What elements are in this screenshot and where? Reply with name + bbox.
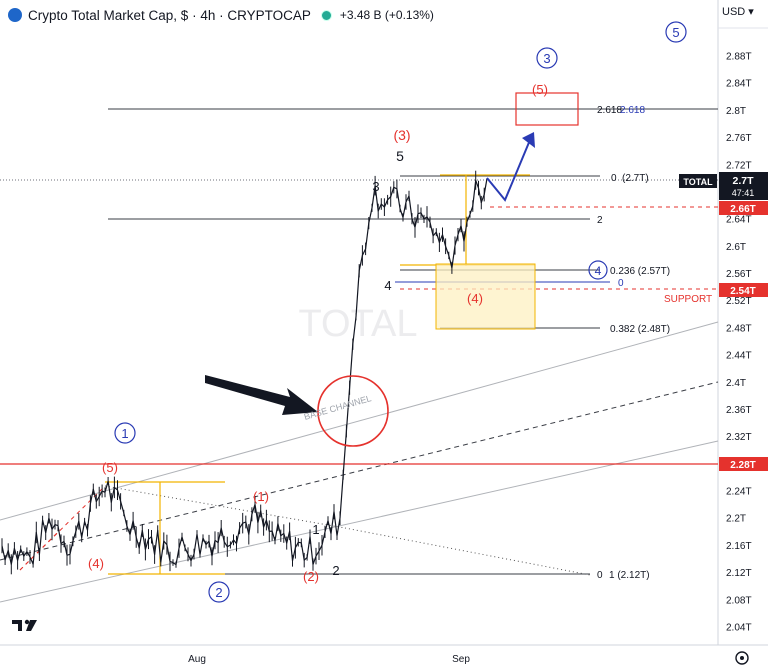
svg-text:3: 3 bbox=[543, 51, 550, 66]
market-status-icon bbox=[320, 9, 332, 21]
circled-wave-2: 2 bbox=[208, 581, 230, 603]
circled-wave-3: 3 bbox=[536, 47, 558, 69]
price-tick-label: 2.8T bbox=[726, 106, 746, 117]
fib-0-label: 0 bbox=[618, 278, 624, 289]
subwave-3: 3 bbox=[372, 179, 379, 194]
red-wave-2: (2) bbox=[303, 569, 319, 584]
svg-text:1: 1 bbox=[121, 426, 128, 441]
chart-header: Crypto Total Market Cap, $ · 4h · CRYPTO… bbox=[0, 0, 718, 30]
base-channel-lower bbox=[0, 440, 719, 603]
fib-2-label: 2 bbox=[597, 215, 603, 226]
svg-text:2.7T: 2.7T bbox=[732, 175, 754, 187]
fib-2618-label-blue: 2.618 bbox=[620, 105, 645, 116]
base-channel-label: BASE CHANNEL bbox=[303, 393, 373, 422]
fib-0236-label: 0.236 (2.57T) bbox=[610, 266, 670, 277]
price-series-line bbox=[1, 178, 488, 566]
price-axis[interactable]: 2.88T2.84T2.8T2.76T2.72T2.68T2.64T2.6T2.… bbox=[726, 52, 752, 634]
projection-path bbox=[486, 139, 531, 202]
svg-text:47:41: 47:41 bbox=[732, 188, 755, 198]
price-tick-label: 2.6T bbox=[726, 242, 746, 253]
price-tick-label: 2.08T bbox=[726, 595, 752, 606]
price-tick-label: 2.48T bbox=[726, 323, 752, 334]
settings-gear-icon-center bbox=[740, 656, 744, 660]
price-candles bbox=[1, 170, 485, 575]
fib-0382-label: 0.382 (2.48T) bbox=[610, 324, 670, 335]
total-price-tag: TOTAL 2.7T 47:41 bbox=[679, 172, 768, 200]
red-wave-1: (1) bbox=[253, 489, 269, 504]
red-wave-4-left: (4) bbox=[88, 556, 104, 571]
watermark: TOTAL bbox=[299, 303, 418, 345]
level-228-tag: 2.28T bbox=[719, 457, 768, 471]
fib-1-label: 0 bbox=[597, 570, 603, 581]
base-channel-mid bbox=[0, 381, 719, 561]
red-wave-line-b bbox=[19, 529, 61, 571]
svg-text:2.54T: 2.54T bbox=[730, 286, 756, 297]
subwave-2: 2 bbox=[332, 563, 339, 578]
price-tick-label: 2.84T bbox=[726, 79, 752, 90]
price-tick-label: 2.64T bbox=[726, 215, 752, 226]
svg-text:TOTAL: TOTAL bbox=[683, 177, 713, 187]
symbol-title[interactable]: Crypto Total Market Cap, $ · 4h · CRYPTO… bbox=[28, 7, 311, 23]
price-tick-label: 2.76T bbox=[726, 133, 752, 144]
svg-text:4: 4 bbox=[595, 264, 602, 278]
price-tick-label: 2.32T bbox=[726, 432, 752, 443]
fib-01-value: (2.7T) bbox=[622, 173, 649, 184]
currency-label: USD bbox=[722, 6, 746, 18]
price-tick-label: 2.2T bbox=[726, 514, 746, 525]
triangle-line-upper bbox=[104, 485, 346, 529]
tradingview-logo-icon[interactable] bbox=[12, 619, 37, 631]
price-change: +3.48 B (+0.13%) bbox=[339, 8, 434, 22]
chevron-down-icon: ▾ bbox=[748, 6, 754, 18]
subwave-1: 1 bbox=[312, 522, 319, 537]
base-channel-upper bbox=[0, 321, 719, 521]
wave4-target-zone[interactable] bbox=[435, 263, 536, 330]
time-tick-aug: Aug bbox=[188, 654, 206, 665]
currency-selector[interactable]: USD ▾ bbox=[722, 5, 754, 18]
svg-text:5: 5 bbox=[672, 25, 679, 40]
red-wave-5-left: (5) bbox=[102, 460, 118, 475]
svg-text:2.28T: 2.28T bbox=[730, 460, 756, 471]
red-wave-3: (3) bbox=[393, 127, 410, 143]
fib-01-label: 0 bbox=[611, 173, 617, 184]
price-tick-label: 2.36T bbox=[726, 405, 752, 416]
price-tick-label: 2.52T bbox=[726, 296, 752, 307]
level-254-tag: 2.54T bbox=[719, 283, 768, 297]
price-tick-label: 2.72T bbox=[726, 160, 752, 171]
svg-text:2: 2 bbox=[215, 585, 222, 600]
subwave-5: 5 bbox=[396, 148, 404, 164]
price-tick-label: 2.56T bbox=[726, 269, 752, 280]
fib-2618-label: 2.618 bbox=[597, 105, 622, 116]
black-pointer-arrow-icon bbox=[205, 375, 318, 415]
red-wave-5: (5) bbox=[532, 82, 548, 97]
price-tick-label: 2.44T bbox=[726, 351, 752, 362]
price-tick-label: 2.04T bbox=[726, 623, 752, 634]
circled-wave-5: 5 bbox=[665, 21, 687, 43]
svg-text:2.66T: 2.66T bbox=[730, 204, 756, 215]
projection-arrowhead-icon bbox=[522, 132, 535, 148]
settings-gear-icon[interactable] bbox=[735, 651, 749, 665]
circled-wave-1: 1 bbox=[114, 422, 136, 444]
level-266-tag: 2.66T bbox=[719, 201, 768, 215]
price-tick-label: 2.88T bbox=[726, 52, 752, 63]
circled-wave-4: 4 bbox=[588, 260, 608, 280]
price-tick-label: 2.12T bbox=[726, 568, 752, 579]
price-tick-label: 2.16T bbox=[726, 541, 752, 552]
price-tick-label: 2.4T bbox=[726, 378, 746, 389]
support-label: SUPPORT bbox=[664, 294, 712, 305]
triangle-line-lower bbox=[344, 527, 591, 576]
fib-1-value: 1 (2.12T) bbox=[609, 570, 650, 581]
wave5-target-zone[interactable] bbox=[515, 92, 579, 126]
breakout-highlight-circle bbox=[317, 375, 389, 447]
red-wave-4: (4) bbox=[467, 291, 483, 306]
price-tick-label: 2.24T bbox=[726, 487, 752, 498]
cryptocap-logo-icon bbox=[8, 8, 22, 22]
time-tick-sep: Sep bbox=[452, 654, 470, 665]
subwave-4: 4 bbox=[384, 278, 391, 293]
